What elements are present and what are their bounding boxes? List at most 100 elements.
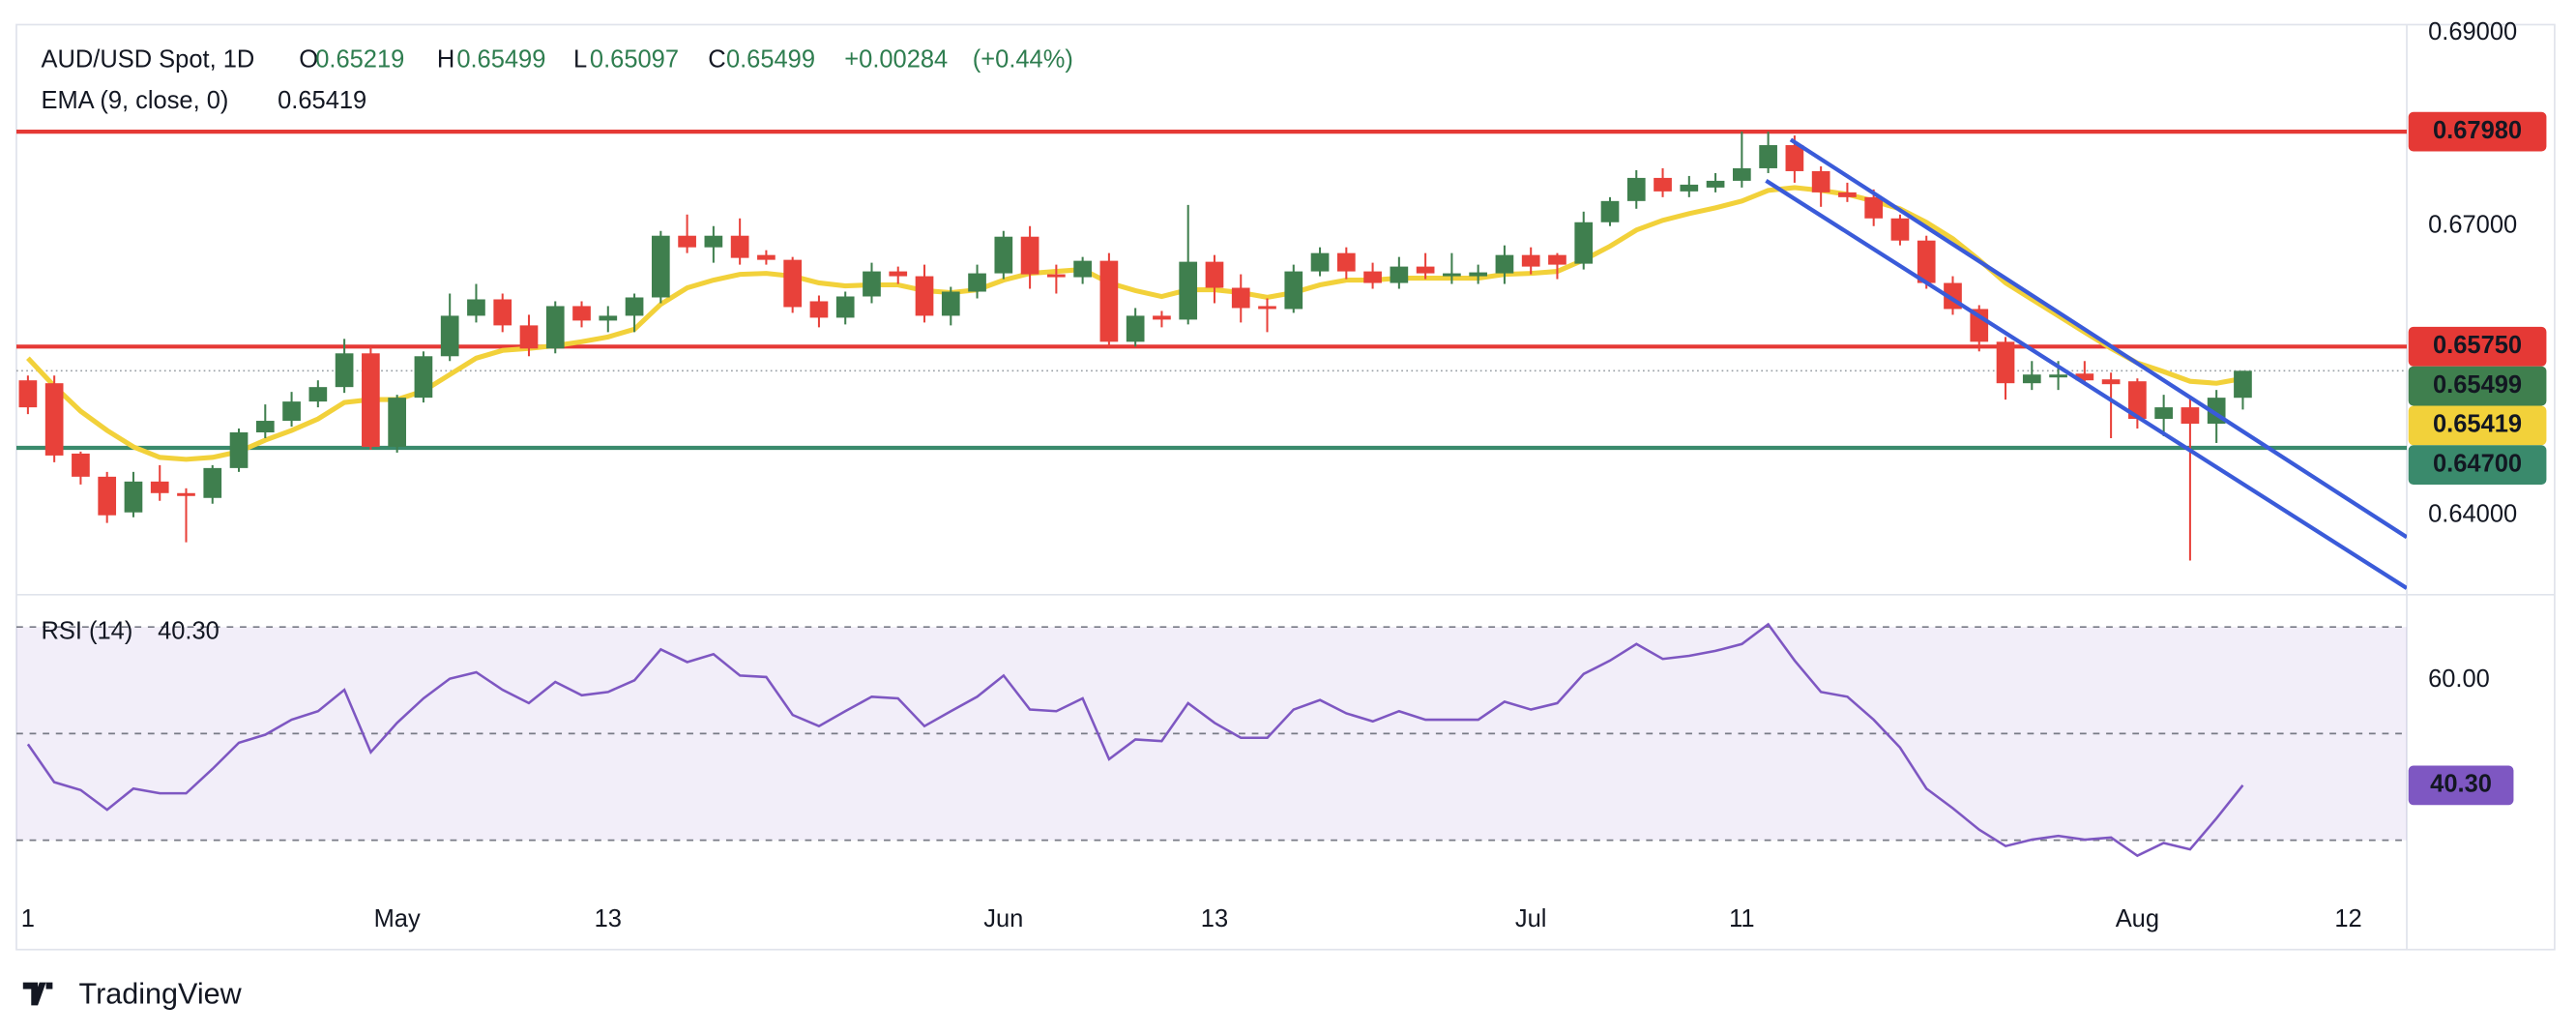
candle-body	[1179, 261, 1198, 320]
candle-body	[1654, 177, 1672, 192]
rsi-line	[26, 622, 2244, 858]
candle-body	[2234, 370, 2252, 399]
candle-body	[1258, 306, 1276, 310]
price-tag	[2408, 326, 2547, 367]
x-tick-label: Aug	[2116, 905, 2159, 932]
candle-body	[282, 401, 301, 422]
candle-body	[1706, 180, 1725, 188]
candle-body	[229, 432, 249, 468]
candle-body	[1153, 315, 1171, 320]
x-tick-label: 13	[595, 905, 622, 932]
legend-ema-value: 0.65419	[278, 87, 366, 114]
candle-body	[1811, 170, 1830, 192]
candle-body	[467, 299, 485, 316]
candle-body	[915, 276, 934, 316]
candle-body	[1917, 240, 1936, 283]
candle-body	[2181, 407, 2200, 425]
x-tick-label: 12	[2334, 905, 2361, 932]
x-tick-label: 11	[1729, 905, 1754, 932]
candle-body	[863, 271, 881, 297]
price-tag-label: 0.65419	[2433, 411, 2522, 438]
candle-body	[1469, 272, 1488, 277]
change: +0.00284	[844, 46, 948, 74]
candle-body	[1838, 192, 1857, 197]
y-tick-label: 0.67000	[2428, 211, 2517, 238]
candle-body	[941, 291, 960, 316]
ohlc-value: 0.65499	[726, 46, 815, 74]
ohlc-key: H	[437, 46, 454, 74]
candle-body	[1126, 315, 1145, 342]
candle-body	[1073, 260, 1092, 278]
legend-rsi-value: 40.30	[158, 618, 220, 645]
candle-body	[1996, 341, 2015, 384]
candle-body	[1020, 236, 1039, 275]
brand: TradingView	[79, 977, 243, 1010]
legend-ema: EMA (9, close, 0)	[41, 87, 228, 114]
logo: TradingView	[22, 977, 243, 1010]
x-tick-label: Jun	[983, 905, 1023, 932]
rsi-tag	[2408, 765, 2514, 806]
price-tag	[2408, 366, 2547, 406]
candle-body	[440, 315, 459, 357]
rsi-tag-label: 40.30	[2430, 771, 2492, 798]
candle-body	[835, 296, 855, 318]
candle-body	[519, 325, 539, 349]
x-tick-label: May	[374, 905, 421, 932]
candle-body	[757, 254, 776, 260]
price-tag-label: 0.67980	[2433, 117, 2522, 144]
price-tag-label: 0.64700	[2433, 450, 2522, 477]
ohlc-key: L	[573, 46, 587, 74]
candle-body	[72, 453, 90, 477]
rsi-pane	[15, 622, 2408, 858]
candle-body	[2128, 381, 2147, 420]
candle-body	[704, 235, 723, 248]
candle-body	[1521, 254, 1540, 267]
candle-body	[335, 353, 354, 388]
frame	[15, 23, 2556, 951]
legend-rsi: RSI (14)	[41, 618, 132, 645]
candle-body	[730, 235, 749, 258]
candle-body	[678, 235, 696, 248]
candle-body	[177, 492, 195, 496]
candle-body	[1890, 218, 1910, 241]
candle-body	[18, 380, 38, 408]
candle-body	[362, 353, 380, 447]
candle-body	[625, 297, 644, 316]
y-tick-label: 60.00	[2428, 665, 2490, 693]
price-tag	[2408, 405, 2547, 446]
candle-body	[1363, 271, 1382, 283]
candle-body	[98, 476, 117, 516]
candle-body	[44, 383, 64, 456]
candle-body	[1310, 252, 1330, 272]
price-tag	[2408, 111, 2547, 152]
channel	[1765, 137, 2408, 590]
price-pane	[15, 129, 2408, 561]
candle-body	[572, 306, 591, 321]
candle-body	[1864, 196, 1884, 219]
candle-body	[994, 236, 1013, 274]
candle-body	[1600, 200, 1620, 222]
candle-body	[2154, 407, 2173, 420]
candle-body	[545, 306, 565, 349]
price-tag-label: 0.65750	[2433, 332, 2522, 359]
candle-body	[1390, 266, 1409, 283]
candle-body	[1626, 177, 1646, 201]
candle-body	[2049, 374, 2067, 378]
candle-body	[1205, 261, 1224, 288]
candle-body	[388, 398, 406, 447]
candle-body	[1336, 252, 1356, 272]
ohlc-value: 0.65499	[456, 46, 545, 74]
candle-body	[203, 467, 222, 498]
candle-body	[1284, 271, 1303, 310]
candle-body	[1416, 266, 1435, 274]
candle-body	[783, 259, 803, 308]
candle-body	[2075, 373, 2094, 381]
candle-body	[1574, 222, 1594, 264]
chart-title: AUD/USD Spot, 1D	[41, 46, 254, 74]
candle-body	[1099, 260, 1119, 342]
candle-body	[1680, 184, 1699, 192]
x-tick-label: 1	[21, 905, 35, 932]
price-tag	[2408, 445, 2547, 485]
